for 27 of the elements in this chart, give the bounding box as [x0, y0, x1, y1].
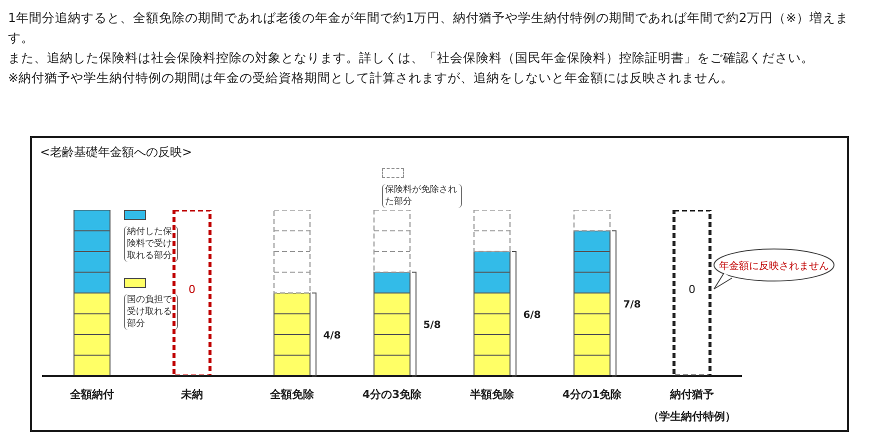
x-tick-label: 4分の1免除	[562, 388, 623, 401]
x-tick-label: 4分の3免除	[362, 388, 423, 401]
legend-label: 国の負担で受け取れる部分	[124, 294, 178, 330]
x-tick-label: 未納	[180, 388, 203, 401]
x-tick-label: 全額納付	[69, 388, 114, 401]
annotation: 0	[688, 283, 696, 296]
legend-label: 納付した保険料で受け取れる部分	[124, 226, 178, 262]
bar	[274, 292, 310, 376]
chart-title: <老齢基礎年金額への反映>	[40, 144, 192, 161]
text: 1年間分追納すると、全額免除の期間であれば老後の年金が年間で約1万円、納付猶予や学生納付特例の期間であれば年間で約2万円（※）増えます。	[8, 9, 850, 47]
legend-label: 保険料が免除された部分	[382, 184, 462, 208]
annotation: 0	[188, 283, 196, 296]
bar	[573, 210, 611, 232]
bar	[273, 210, 311, 294]
bar	[373, 210, 411, 273]
x-tick-label: 半額免除	[469, 388, 515, 401]
annotation: 7/8	[623, 299, 641, 310]
x-tick-label: 納付猶予（学生納付特例）	[648, 388, 736, 423]
text: ※納付猶予や学生納付特例の期間は年金の受給資格期間として計算されますが、追納をしないと年金額には反映されません。	[8, 69, 734, 87]
annotation: 4/8	[323, 330, 341, 342]
bar	[172, 210, 212, 376]
text: また、追納した保険料は社会保険料控除の対象となります。詳しくは、「社会保険料（国民年金保険料）控除証明書」をご確認ください。	[8, 49, 815, 67]
annotation: 年金額に反映されません	[719, 260, 829, 272]
bar	[473, 210, 511, 252]
x-tick-label: 全額免除	[269, 388, 315, 401]
annotation: 5/8	[423, 320, 441, 332]
annotation: 6/8	[523, 310, 541, 321]
